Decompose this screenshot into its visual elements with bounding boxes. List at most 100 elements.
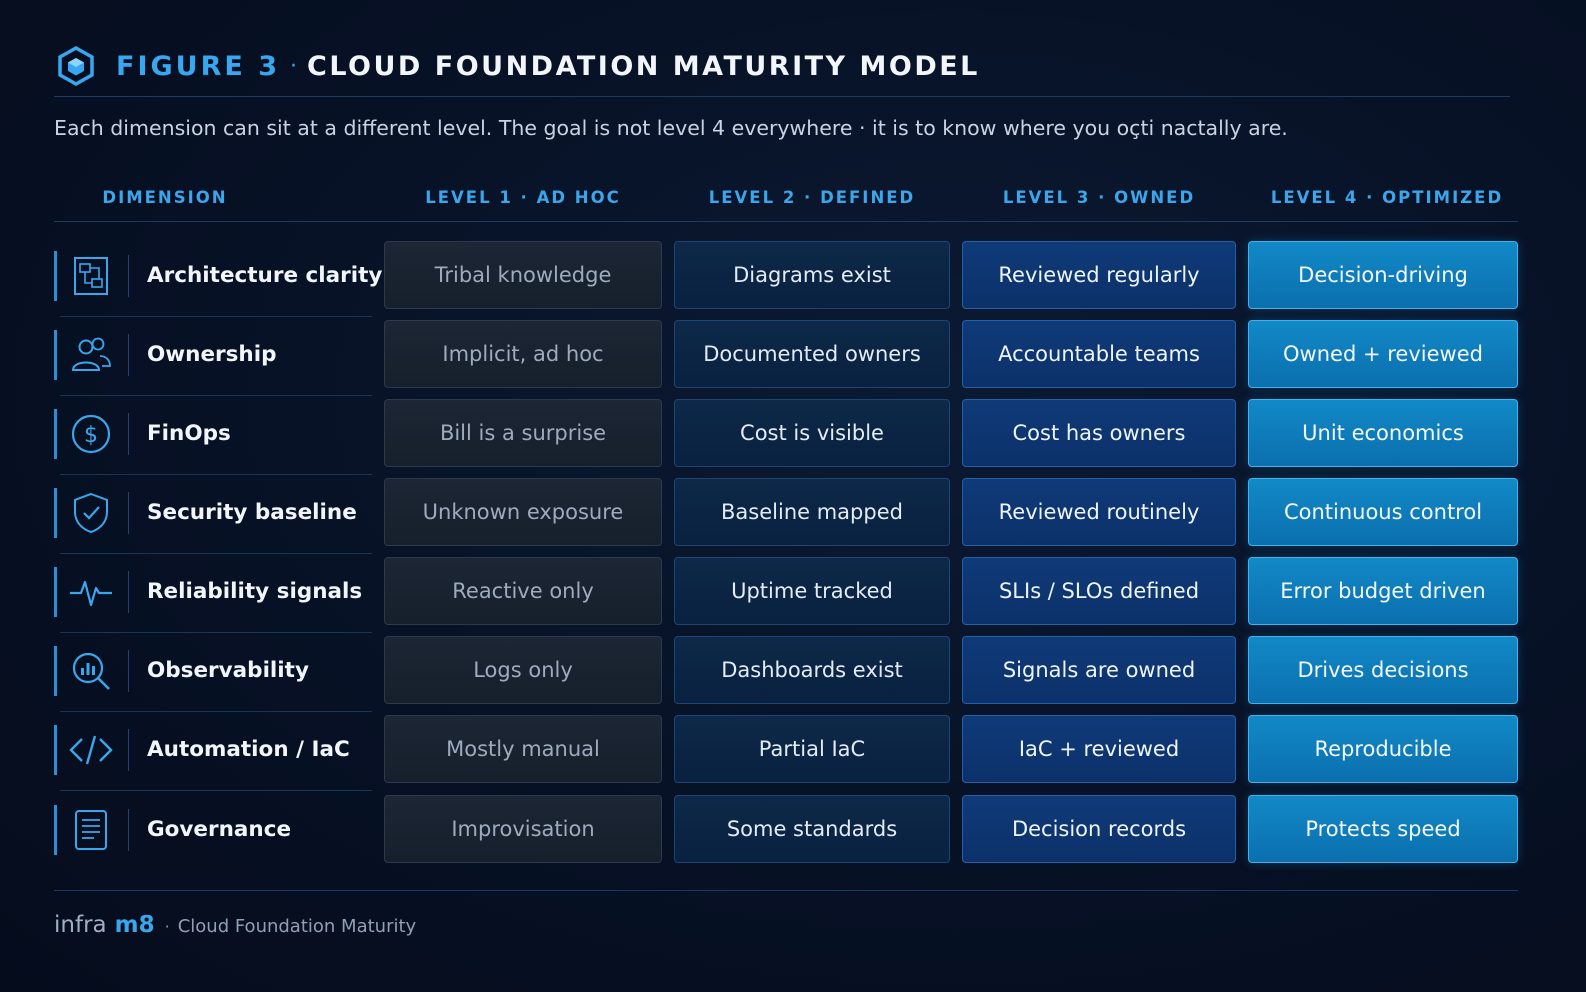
level1-cell: Reactive only — [384, 557, 662, 625]
magnifier-chart-icon — [68, 649, 114, 693]
level3-cell: Signals are owned — [962, 636, 1236, 704]
dimension-divider — [128, 492, 129, 534]
level3-cell: Reviewed routinely — [962, 478, 1236, 546]
row-divider — [60, 711, 372, 712]
table-row: Governance Improvisation Some standards … — [0, 795, 1586, 865]
dimension-label: Automation / IaC — [147, 737, 350, 762]
row-accent-bar — [54, 330, 57, 380]
level3-cell: Decision records — [962, 795, 1236, 863]
row-accent-bar — [54, 488, 57, 538]
subtitle: Each dimension can sit at a different le… — [54, 116, 1288, 140]
svg-text:$: $ — [84, 423, 98, 448]
level1-cell: Tribal knowledge — [384, 241, 662, 309]
dimension-divider — [128, 255, 129, 297]
dimension-label: Governance — [147, 817, 292, 842]
level2-cell: Documented owners — [674, 320, 950, 388]
level4-cell: Continuous control — [1248, 478, 1518, 546]
level2-cell: Uptime tracked — [674, 557, 950, 625]
row-divider — [60, 316, 372, 317]
brand-name-part2: m8 — [114, 912, 155, 938]
row-divider — [60, 553, 372, 554]
dimension-cell: Architecture clarity — [54, 241, 382, 317]
brand-name-part1: infra — [54, 912, 107, 938]
level4-cell: Drives decisions — [1248, 636, 1518, 704]
figure-label: FIGURE 3 — [116, 50, 280, 82]
row-divider — [60, 790, 372, 791]
table-row: Automation / IaC Mostly manual Partial I… — [0, 715, 1586, 791]
page-title: CLOUD FOUNDATION MATURITY MODEL — [307, 50, 980, 82]
level4-cell: Reproducible — [1248, 715, 1518, 783]
level3-cell: SLIs / SLOs defined — [962, 557, 1236, 625]
column-header-dimension: DIMENSION — [102, 188, 228, 207]
row-accent-bar — [54, 567, 57, 617]
level4-cell: Decision-driving — [1248, 241, 1518, 309]
level3-cell: Reviewed regularly — [962, 241, 1236, 309]
table-row: Security baseline Unknown exposure Basel… — [0, 478, 1586, 554]
level3-cell: Cost has owners — [962, 399, 1236, 467]
dimension-cell: Observability — [54, 636, 372, 712]
dimension-label: Observability — [147, 658, 309, 683]
users-icon — [68, 333, 114, 377]
level3-cell: IaC + reviewed — [962, 715, 1236, 783]
level4-cell: Error budget driven — [1248, 557, 1518, 625]
dimension-label: FinOps — [147, 421, 231, 446]
row-divider — [60, 632, 372, 633]
row-divider — [60, 395, 372, 396]
column-header-level4: LEVEL 4 · OPTIMIZED — [1270, 188, 1504, 207]
hexagon-cube-icon — [56, 46, 96, 86]
level4-cell: Unit economics — [1248, 399, 1518, 467]
level1-cell: Logs only — [384, 636, 662, 704]
level3-cell: Accountable teams — [962, 320, 1236, 388]
header-divider — [54, 221, 1518, 222]
dimension-divider — [128, 650, 129, 692]
level1-cell: Implicit, ad hoc — [384, 320, 662, 388]
level2-cell: Cost is visible — [674, 399, 950, 467]
row-accent-bar — [54, 409, 57, 459]
title-separator: · — [290, 53, 297, 79]
table-row: Ownership Implicit, ad hoc Documented ow… — [0, 320, 1586, 396]
level2-cell: Diagrams exist — [674, 241, 950, 309]
dimension-label: Architecture clarity — [147, 263, 383, 288]
dimension-cell: Reliability signals — [54, 557, 372, 633]
column-header-level1: LEVEL 1 · AD HOC — [425, 188, 621, 207]
footer-divider — [54, 890, 1518, 891]
footer-separator: · — [164, 917, 170, 936]
level4-cell: Protects speed — [1248, 795, 1518, 863]
dimension-label: Security baseline — [147, 500, 357, 525]
pulse-icon — [68, 570, 114, 614]
dimension-label: Reliability signals — [147, 579, 363, 604]
column-header-level2: LEVEL 2 · DEFINED — [708, 188, 916, 207]
figure-header: FIGURE 3 · CLOUD FOUNDATION MATURITY MOD… — [54, 36, 1510, 97]
level1-cell: Mostly manual — [384, 715, 662, 783]
level1-cell: Unknown exposure — [384, 478, 662, 546]
dimension-divider — [128, 413, 129, 455]
dimension-cell: Ownership — [54, 320, 372, 396]
table-row: $ FinOps Bill is a surprise Cost is visi… — [0, 399, 1586, 475]
shield-check-icon — [68, 491, 114, 535]
level1-cell: Bill is a surprise — [384, 399, 662, 467]
row-divider — [60, 474, 372, 475]
table-row: Observability Logs only Dashboards exist… — [0, 636, 1586, 712]
level2-cell: Some standards — [674, 795, 950, 863]
code-icon — [68, 728, 114, 772]
dimension-divider — [128, 809, 129, 851]
footer-caption: Cloud Foundation Maturity — [177, 916, 417, 937]
dimension-cell: $ FinOps — [54, 399, 372, 475]
dimension-divider — [128, 334, 129, 376]
dimension-cell: Automation / IaC — [54, 715, 372, 791]
level2-cell: Dashboards exist — [674, 636, 950, 704]
dimension-cell: Governance — [54, 795, 372, 865]
dimension-label: Ownership — [147, 342, 277, 367]
level2-cell: Partial IaC — [674, 715, 950, 783]
row-accent-bar — [54, 805, 57, 855]
level4-cell: Owned + reviewed — [1248, 320, 1518, 388]
level2-cell: Baseline mapped — [674, 478, 950, 546]
column-header-level3: LEVEL 3 · OWNED — [1002, 188, 1196, 207]
row-accent-bar — [54, 251, 57, 301]
dimension-divider — [128, 729, 129, 771]
table-row: Architecture clarity Tribal knowledge Di… — [0, 241, 1586, 317]
architecture-diagram-icon — [68, 254, 114, 298]
dollar-icon: $ — [68, 412, 114, 456]
document-icon — [68, 808, 114, 852]
level1-cell: Improvisation — [384, 795, 662, 863]
